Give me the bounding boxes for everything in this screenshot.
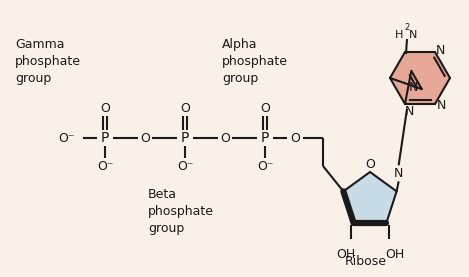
Text: Alpha
phosphate
group: Alpha phosphate group	[222, 38, 288, 85]
Polygon shape	[390, 52, 450, 104]
Text: N: N	[436, 99, 446, 112]
Text: N: N	[435, 43, 445, 57]
Text: N: N	[409, 81, 418, 94]
Text: O⁻: O⁻	[257, 160, 273, 173]
Text: H: H	[394, 30, 403, 40]
Text: 2: 2	[404, 23, 409, 32]
Text: Beta
phosphate
group: Beta phosphate group	[148, 188, 214, 235]
Text: O⁻: O⁻	[177, 160, 193, 173]
Text: O: O	[180, 101, 190, 114]
Text: P: P	[181, 131, 189, 145]
Text: OH: OH	[385, 248, 404, 261]
Text: O⁻: O⁻	[59, 132, 75, 145]
Polygon shape	[343, 172, 397, 223]
Text: O: O	[140, 132, 150, 145]
Text: O: O	[100, 101, 110, 114]
Text: OH: OH	[336, 248, 355, 261]
Text: O: O	[290, 132, 300, 145]
Text: N: N	[394, 167, 403, 180]
Text: Ribose: Ribose	[345, 255, 387, 268]
Text: O: O	[365, 158, 375, 171]
Text: O: O	[260, 101, 270, 114]
Text: Gamma
phosphate
group: Gamma phosphate group	[15, 38, 81, 85]
Text: N: N	[409, 30, 417, 40]
Polygon shape	[390, 71, 422, 104]
Text: P: P	[261, 131, 269, 145]
Text: O⁻: O⁻	[97, 160, 113, 173]
Text: N: N	[404, 106, 414, 119]
Text: P: P	[101, 131, 109, 145]
Text: O: O	[220, 132, 230, 145]
